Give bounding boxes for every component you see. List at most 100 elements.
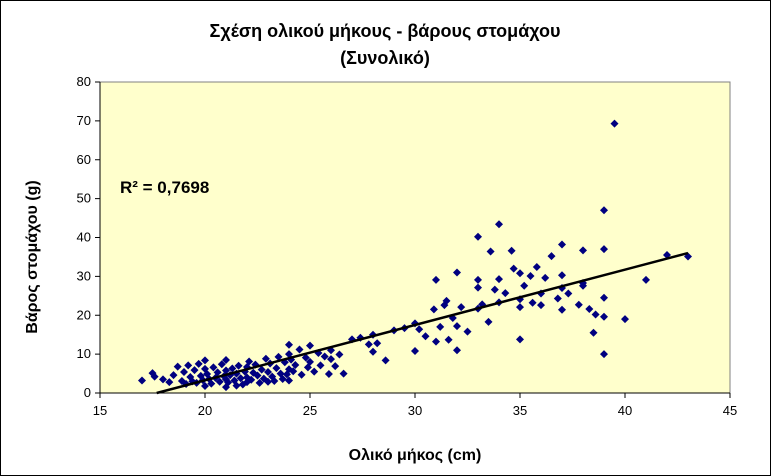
data-point-119: [474, 275, 482, 284]
data-point-53: [257, 365, 266, 374]
data-point-118: [474, 232, 482, 241]
data-point-40: [234, 361, 243, 370]
data-point-112: [453, 268, 461, 277]
data-point-121: [484, 317, 493, 326]
data-point-155: [600, 206, 608, 215]
data-point-143: [558, 305, 566, 314]
x-axis-title: Ολικό μήκος (cm): [349, 447, 482, 464]
data-point-5: [169, 371, 178, 380]
data-point-150: [579, 246, 587, 255]
data-point-75: [297, 370, 306, 379]
data-point-93: [369, 347, 377, 356]
data-point-56: [264, 368, 272, 377]
data-point-55: [261, 354, 270, 363]
data-point-26: [213, 368, 222, 377]
data-point-41: [236, 374, 245, 383]
data-point-89: [339, 369, 348, 378]
data-point-69: [285, 340, 293, 349]
data-point-158: [600, 350, 608, 359]
data-point-137: [532, 263, 541, 272]
data-point-152: [585, 305, 594, 314]
data-point-135: [526, 271, 535, 280]
data-point-32: [222, 366, 230, 375]
data-point-142: [553, 294, 562, 303]
axes: 15 20 25 30 35 40 45 0 10 20 30 40 50 60 70 80: [77, 74, 738, 418]
data-point-4: [165, 378, 174, 387]
data-point-48: [247, 375, 256, 384]
data-point-147: [564, 289, 573, 298]
y-tick-label-8: 80: [77, 74, 91, 89]
data-point-109: [444, 335, 453, 344]
data-point-122: [486, 247, 495, 256]
r-squared-annotation: R² = 0,7698: [120, 178, 209, 197]
data-point-151: [579, 281, 587, 290]
data-point-78: [306, 357, 314, 366]
data-point-19: [201, 356, 209, 365]
data-point-82: [316, 361, 325, 370]
data-point-160: [610, 119, 619, 128]
data-point-79: [306, 341, 314, 350]
data-point-157: [600, 293, 608, 302]
data-point-130: [516, 335, 524, 344]
data-point-156: [600, 245, 608, 254]
data-point-88: [335, 350, 344, 359]
x-tick-label-6: 45: [723, 403, 737, 418]
data-point-102: [421, 332, 430, 341]
data-point-13: [190, 366, 199, 375]
data-point-141: [547, 252, 556, 261]
data-point-123: [490, 285, 499, 294]
data-point-33: [222, 355, 230, 364]
data-point-111: [453, 322, 461, 331]
x-tick-label-0: 15: [93, 403, 107, 418]
data-point-28: [217, 360, 226, 369]
plot-area: [99, 81, 731, 394]
data-point-36: [228, 364, 237, 373]
data-point-101: [415, 325, 424, 334]
x-tick-label-1: 20: [198, 403, 212, 418]
data-point-140: [541, 273, 550, 282]
x-tick-label-5: 40: [618, 403, 632, 418]
data-point-125: [495, 275, 503, 284]
data-point-57: [264, 377, 272, 386]
data-point-34: [224, 378, 233, 387]
data-point-95: [373, 339, 382, 348]
data-point-162: [642, 275, 650, 284]
y-axis-title: Βάρος στομάχου (g): [24, 180, 41, 333]
data-point-62: [274, 352, 283, 361]
data-point-51: [253, 371, 262, 380]
data-point-10: [184, 361, 193, 370]
data-point-96: [381, 356, 390, 365]
chart-title-line-1: Σχέση ολικού μήκους - βάρους στομάχου: [210, 21, 561, 41]
y-tick-label-0: 0: [84, 385, 91, 400]
data-point-134: [520, 281, 529, 290]
data-point-47: [245, 357, 254, 366]
data-point-74: [295, 345, 304, 354]
data-point-108: [442, 296, 451, 305]
data-point-84: [324, 369, 333, 378]
data-point-60: [270, 376, 279, 385]
data-point-106: [436, 322, 445, 331]
data-point-128: [507, 246, 516, 255]
data-point-15: [194, 359, 203, 368]
data-point-104: [432, 275, 440, 284]
data-point-161: [621, 315, 629, 324]
y-tick-label-1: 10: [77, 346, 91, 361]
data-point-8: [180, 368, 188, 377]
data-point-20: [201, 382, 209, 391]
data-point-105: [432, 337, 440, 346]
chart-title-line-2: (Συνολικό): [340, 48, 430, 68]
data-point-83: [320, 352, 329, 361]
data-point-70: [285, 376, 293, 385]
data-point-24: [209, 363, 218, 372]
y-tick-label-5: 50: [77, 191, 91, 206]
y-tick-label-7: 70: [77, 113, 91, 128]
data-point-2: [150, 372, 159, 381]
x-tick-label-2: 25: [303, 403, 317, 418]
data-point-136: [528, 298, 537, 307]
data-point-3: [159, 375, 167, 384]
x-tick-label-4: 35: [513, 403, 527, 418]
data-point-23: [207, 379, 216, 388]
data-point-85: [327, 355, 335, 364]
data-point-38: [232, 381, 241, 390]
